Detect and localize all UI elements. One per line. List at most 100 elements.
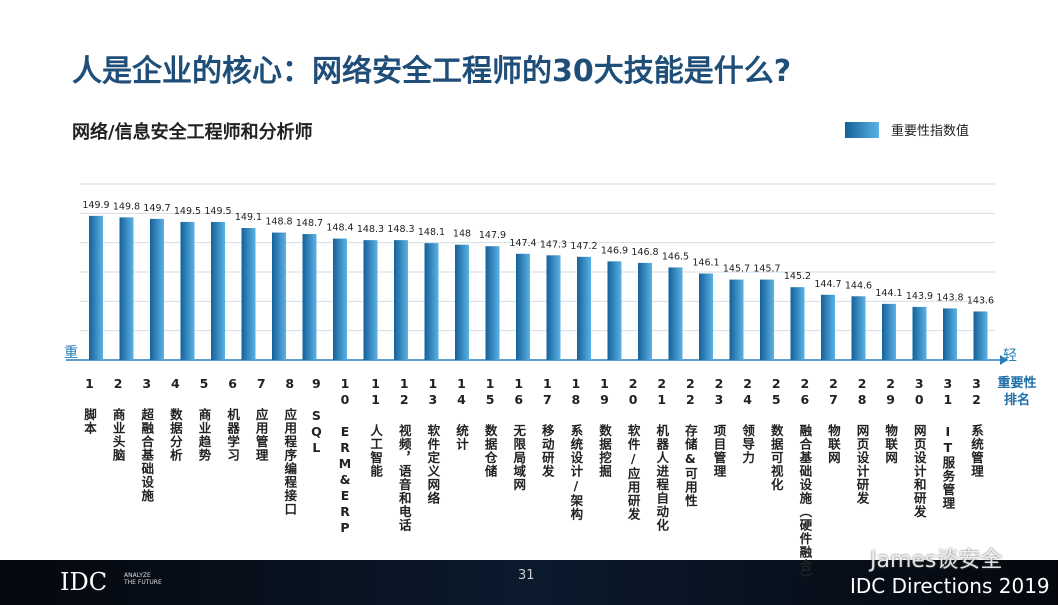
tagline: ANALYZE THE FUTURE — [124, 572, 162, 586]
value-label: 148 — [453, 229, 471, 240]
legend-label: 重要性指数值 — [891, 124, 970, 139]
y-low-label: 轻 — [1003, 348, 1017, 364]
bar — [516, 253, 530, 360]
value-label: 147.2 — [570, 241, 597, 252]
bar — [607, 261, 622, 360]
value-label: 148.7 — [296, 218, 323, 229]
bar — [455, 244, 469, 360]
x-tick-label: 29 物联网 — [883, 376, 899, 465]
bar — [363, 240, 378, 360]
x-tick-label: 16 无限局域网 — [511, 376, 527, 492]
value-label: 143.9 — [906, 291, 933, 302]
value-label: 149.7 — [143, 203, 170, 214]
axis-arrow — [1000, 355, 1008, 365]
value-label: 145.7 — [753, 264, 780, 275]
x-tick-label: 21 机器人进程自动化 — [654, 376, 670, 532]
bar — [119, 217, 134, 360]
value-label: 149.1 — [235, 212, 262, 223]
x-tick-label: 24 领导力 — [740, 376, 756, 465]
x-axis-label: 重要性排名 — [997, 376, 1037, 408]
bar — [394, 240, 408, 360]
x-tick-label: 28 网页设计研发 — [854, 376, 870, 505]
bar — [211, 221, 225, 360]
x-tick-label: 6 机器学习 — [225, 376, 241, 462]
bar — [912, 306, 927, 360]
brand: IDC — [60, 568, 108, 596]
bar — [180, 221, 195, 360]
value-label: 148.4 — [326, 223, 353, 234]
x-tick-label: 26 融合基础设施（硬件融合） — [797, 376, 813, 586]
value-label: 149.5 — [174, 206, 201, 217]
bar — [333, 238, 347, 360]
bar — [699, 273, 713, 360]
value-label: 145.2 — [784, 271, 811, 282]
value-label: 146.1 — [692, 258, 719, 269]
x-tick-label: 20 软件/应用研发 — [625, 376, 641, 521]
x-tick-label: 19 数据挖掘 — [597, 376, 613, 478]
value-label: 145.7 — [723, 264, 750, 275]
y-high-label: 重 — [64, 345, 78, 361]
value-label: 149.9 — [82, 200, 109, 211]
bar — [729, 279, 744, 360]
chart-title: 人是企业的核心：网络安全工程师的30大技能是什么? — [72, 54, 792, 89]
event-name: IDC Directions 2019 — [850, 574, 1050, 598]
value-label: 147.4 — [509, 238, 536, 249]
value-label: 148.3 — [387, 224, 414, 235]
bar — [546, 255, 561, 360]
x-tick-label: 4 数据分析 — [167, 376, 183, 462]
page-number: 31 — [518, 568, 535, 583]
value-label: 144.7 — [814, 279, 841, 290]
bar — [668, 267, 683, 360]
x-tick-label: 25 数据可视化 — [768, 376, 784, 492]
chart: 149.9 149.8 149.7 149.5 149.5 149.1 148.8 148.7… — [66, 183, 1008, 365]
value-label: 144.6 — [845, 280, 872, 291]
bar — [760, 279, 774, 360]
value-label: 146.5 — [662, 251, 689, 262]
bar — [821, 294, 835, 360]
value-label: 144.1 — [875, 288, 902, 299]
value-label: 143.6 — [967, 295, 994, 306]
legend: 重要性指数值 — [845, 120, 969, 139]
bar — [790, 287, 805, 360]
chart-subtitle: 网络/信息安全工程师和分析师 — [72, 122, 313, 143]
x-tick-label: 32 系统管理 — [969, 376, 984, 478]
x-tick-label: 8 应用程序编程接口 — [282, 376, 298, 516]
bar — [577, 256, 591, 360]
value-label: 147.9 — [479, 230, 506, 241]
bar — [638, 262, 652, 360]
bar — [272, 232, 286, 360]
bar — [485, 246, 500, 360]
value-label: 148.8 — [265, 217, 292, 228]
x-tick-label: 31 IT服务管理 — [940, 376, 956, 510]
value-label: 146.9 — [601, 245, 628, 256]
x-tick-label: 17 移动研发 — [539, 376, 555, 478]
watermark: James谈安全 — [870, 548, 1003, 573]
value-label: 149.8 — [113, 201, 140, 212]
x-tick-label: 23 项目管理 — [711, 376, 727, 478]
bar — [943, 308, 957, 360]
x-tick-label: 14 统计 — [453, 376, 469, 451]
value-label: 148.3 — [357, 224, 384, 235]
legend-swatch — [845, 121, 879, 138]
x-tick-label: 11 人工智能 — [368, 376, 384, 478]
x-tick-label: 12 视频，语音和电话 — [396, 376, 412, 532]
x-tick-label: 13 软件定义网络 — [425, 376, 441, 505]
x-tick-label: 7 应用管理 — [253, 376, 269, 462]
bar — [241, 228, 256, 360]
value-label: 149.5 — [204, 206, 231, 217]
footer — [0, 560, 1058, 605]
x-tick-label: 18 系统设计/架构 — [568, 376, 584, 521]
x-tick-label: 3 超融合基础设施 — [139, 376, 155, 503]
x-tick-label: 15 数据仓储 — [482, 376, 498, 478]
x-tick-label: 30 网页设计和研发 — [911, 376, 927, 519]
x-tick-label: 2 商业头脑 — [110, 376, 126, 462]
bar — [973, 311, 988, 360]
value-label: 146.8 — [631, 247, 658, 258]
value-label: 147.3 — [540, 239, 567, 250]
value-label: 148.1 — [418, 227, 445, 238]
bar — [150, 218, 164, 360]
x-tick-label: 27 物联网 — [825, 376, 841, 465]
value-label: 143.8 — [936, 292, 963, 303]
x-tick-label: 9 SQL — [308, 376, 324, 456]
